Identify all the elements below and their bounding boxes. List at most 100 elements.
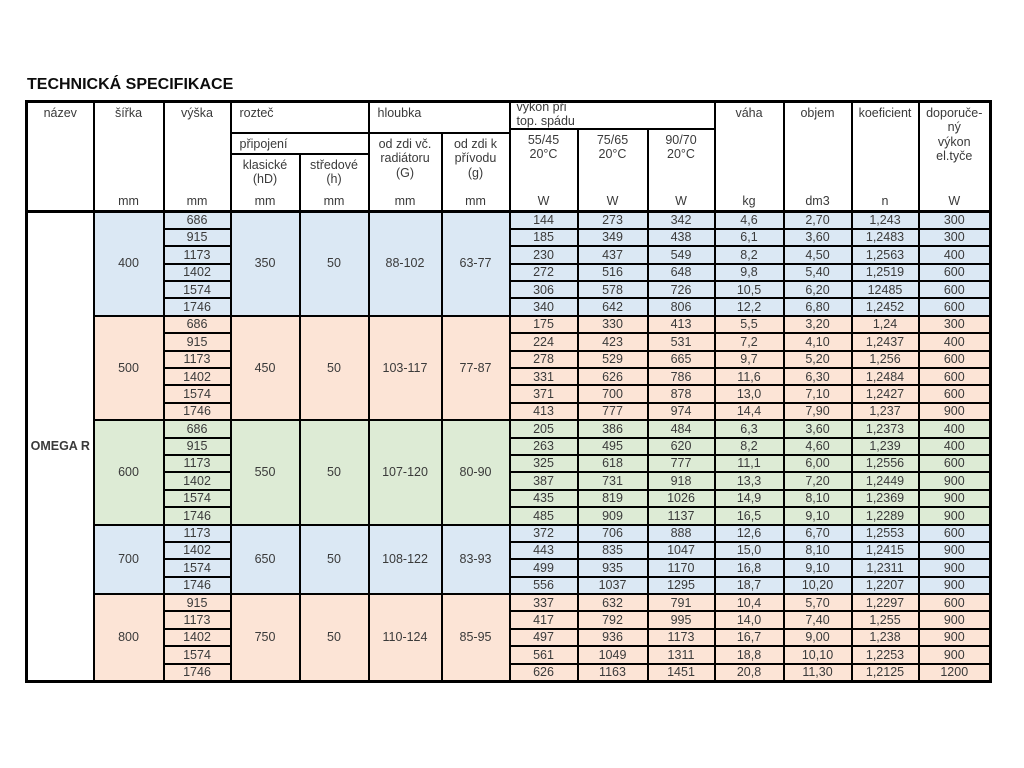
power-5545-cell: 337 bbox=[508, 593, 579, 613]
coefficient-cell: 1,24 bbox=[850, 314, 920, 335]
power-9070-cell: 1137 bbox=[646, 506, 716, 526]
recommended-power-cell: 600 bbox=[917, 453, 992, 474]
coefficient-cell: 1,2563 bbox=[850, 245, 920, 265]
power-9070-cell: 1173 bbox=[646, 627, 716, 648]
width-group-cell: 800 bbox=[92, 593, 165, 683]
width-group-cell: 400 bbox=[92, 209, 165, 317]
power-5545-cell: 205 bbox=[508, 419, 579, 439]
height-cell: 1574 bbox=[162, 280, 232, 300]
table-row: 1746 556 1037 1295 18,7 10,20 1,2207 900 bbox=[27, 575, 992, 596]
recommended-power-cell: 900 bbox=[917, 506, 992, 526]
volume-cell: 3,60 bbox=[782, 227, 853, 248]
height-cell: 686 bbox=[162, 209, 232, 230]
power-7565-cell: 529 bbox=[576, 349, 649, 370]
recommended-power-cell: 300 bbox=[917, 227, 992, 248]
volume-cell: 9,10 bbox=[782, 506, 853, 526]
power-9070-cell: 726 bbox=[646, 280, 716, 300]
recommended-power-cell: 900 bbox=[917, 627, 992, 648]
height-cell: 1173 bbox=[162, 610, 232, 630]
power-5545-cell: 371 bbox=[508, 384, 579, 404]
pitch-classic-cell: 550 bbox=[229, 419, 301, 526]
depth-supply-cell: 85-95 bbox=[440, 593, 511, 683]
column-label: šířka bbox=[114, 106, 143, 120]
power-9070-cell: 665 bbox=[646, 349, 716, 370]
power-7565-cell: 936 bbox=[576, 627, 649, 648]
width-group-cell: 500 bbox=[92, 314, 165, 422]
table-row: 800 915 750 50 110-124 85-95 337 632 791 10,4 5,70… bbox=[27, 593, 992, 683]
power-5545-cell: 485 bbox=[508, 506, 579, 526]
volume-cell: 6,80 bbox=[782, 297, 853, 317]
volume-cell: 10,10 bbox=[782, 645, 853, 665]
depth-radiator-cell: 103-117 bbox=[367, 314, 443, 422]
coefficient-cell: 1,2519 bbox=[850, 262, 920, 283]
recommended-power-cell: 600 bbox=[917, 349, 992, 370]
power-7565-cell: 386 bbox=[576, 419, 649, 439]
table-row: 1574 306 578 726 10,5 6,20 12485 600 bbox=[27, 280, 992, 300]
power-7565-cell: 626 bbox=[576, 366, 649, 387]
height-cell: 1173 bbox=[162, 523, 232, 543]
height-cell: 686 bbox=[162, 314, 232, 335]
col-header-pitch: rozteč bbox=[229, 100, 370, 134]
recommended-power-cell: 600 bbox=[917, 593, 992, 613]
col-header-depth: hloubka bbox=[367, 100, 511, 134]
power-5545-cell: 499 bbox=[508, 558, 579, 578]
depth-radiator-cell: 110-124 bbox=[367, 593, 443, 683]
col-header-power-7565: 75/65 20°C W bbox=[576, 128, 649, 212]
unit-label: mm bbox=[118, 194, 139, 209]
volume-cell: 7,20 bbox=[782, 471, 853, 491]
table-row: 700 1173 650 50 108-122 83-93 372 706 888 12,6 6,7… bbox=[27, 523, 992, 596]
col-header-power: výkon při top. spádu bbox=[508, 100, 716, 130]
depth-radiator-cell: 107-120 bbox=[367, 419, 443, 526]
power-5545-cell: 387 bbox=[508, 471, 579, 491]
col-header-volume: objem dm3 bbox=[782, 100, 853, 213]
col-header-recommended-power: doporuče- ný výkon el.tyče W bbox=[917, 100, 992, 213]
weight-cell: 20,8 bbox=[713, 662, 785, 683]
recommended-power-cell: 300 bbox=[917, 209, 992, 230]
recommended-power-cell: 400 bbox=[917, 436, 992, 456]
height-cell: 1746 bbox=[162, 662, 232, 683]
power-9070-cell: 620 bbox=[646, 436, 716, 456]
volume-cell: 3,60 bbox=[782, 419, 853, 439]
power-5545-cell: 306 bbox=[508, 280, 579, 300]
power-9070-cell: 438 bbox=[646, 227, 716, 248]
height-cell: 1746 bbox=[162, 575, 232, 596]
power-5545-cell: 417 bbox=[508, 610, 579, 630]
weight-cell: 14,9 bbox=[713, 488, 785, 509]
volume-cell: 9,10 bbox=[782, 558, 853, 578]
power-7565-cell: 632 bbox=[576, 593, 649, 613]
unit-label: W bbox=[675, 194, 687, 209]
col-header-weight: váha kg bbox=[713, 100, 785, 213]
volume-cell: 9,00 bbox=[782, 627, 853, 648]
unit-label: mm bbox=[465, 194, 486, 209]
power-9070-cell: 1295 bbox=[646, 575, 716, 596]
volume-cell: 8,10 bbox=[782, 540, 853, 561]
column-label: od zdi vč. radiátoru (G) bbox=[378, 137, 432, 180]
recommended-power-cell: 300 bbox=[917, 314, 992, 335]
volume-cell: 6,30 bbox=[782, 366, 853, 387]
table-row: 1574 435 819 1026 14,9 8,10 1,2369 900 bbox=[27, 488, 992, 509]
weight-cell: 14,4 bbox=[713, 401, 785, 422]
weight-cell: 8,2 bbox=[713, 436, 785, 456]
power-9070-cell: 549 bbox=[646, 245, 716, 265]
power-7565-cell: 495 bbox=[576, 436, 649, 456]
depth-radiator-cell: 108-122 bbox=[367, 523, 443, 596]
volume-cell: 6,00 bbox=[782, 453, 853, 474]
table-row: 1746 413 777 974 14,4 7,90 1,237 900 bbox=[27, 401, 992, 422]
table-row: 1173 230 437 549 8,2 4,50 1,2563 400 bbox=[27, 245, 992, 265]
volume-cell: 7,10 bbox=[782, 384, 853, 404]
recommended-power-cell: 1200 bbox=[917, 662, 992, 683]
height-cell: 1402 bbox=[162, 471, 232, 491]
table-row: OMEGA R 400 686 350 50 88-102 63-77 144 273 342 4,… bbox=[25, 209, 992, 683]
table-row: 915 185 349 438 6,1 3,60 1,2483 300 bbox=[27, 227, 992, 248]
volume-cell: 4,60 bbox=[782, 436, 853, 456]
volume-cell: 8,10 bbox=[782, 488, 853, 509]
recommended-power-cell: 900 bbox=[917, 540, 992, 561]
power-5545-cell: 372 bbox=[508, 523, 579, 543]
product-name-cell: OMEGA R bbox=[25, 209, 95, 683]
coefficient-cell: 1,2289 bbox=[850, 506, 920, 526]
volume-cell: 10,20 bbox=[782, 575, 853, 596]
recommended-power-cell: 900 bbox=[917, 401, 992, 422]
column-label: středové (h) bbox=[310, 158, 358, 187]
pitch-central-cell: 50 bbox=[298, 314, 370, 422]
